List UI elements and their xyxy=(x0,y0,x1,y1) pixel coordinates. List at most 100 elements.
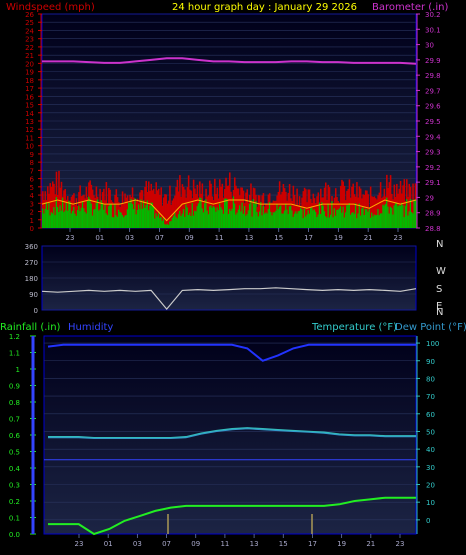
wind-average-bar xyxy=(154,218,156,228)
wind-gust-bar xyxy=(111,202,114,228)
barometer-axis: 28.8 28.9 29 29.1 29.2 29.3 29.4 29.5 29.6 29.7 29… xyxy=(416,11,441,233)
compass-label: S xyxy=(436,284,442,295)
temperature-tick-label: 10 xyxy=(426,499,435,507)
windspeed-tick-label: 11 xyxy=(25,134,34,142)
wind-average-bar xyxy=(119,211,121,228)
wind-average-bar xyxy=(273,212,276,228)
wind-average-bar xyxy=(332,217,335,228)
wind-average-bar xyxy=(169,221,171,228)
wind-average-bar xyxy=(251,216,253,228)
wind-average-bar xyxy=(200,197,202,228)
windspeed-tick-label: 7 xyxy=(30,167,34,175)
wind-average-bar xyxy=(128,202,130,228)
wind-average-bar xyxy=(322,205,325,228)
wind-gust-bar xyxy=(180,196,182,228)
wind-average-bar xyxy=(406,199,408,228)
wind-average-bar xyxy=(404,205,407,228)
wind-gust-bar xyxy=(209,180,211,228)
wind-average-bar xyxy=(220,207,222,228)
barometer-tick-label: 29.5 xyxy=(425,118,441,126)
windspeed-tick-label: 12 xyxy=(25,126,34,134)
time-tick-label: 23 xyxy=(75,540,84,548)
wind-average-bar xyxy=(321,202,323,228)
wind-average-bar xyxy=(306,214,308,228)
windspeed-tick-label: 9 xyxy=(30,151,34,159)
wind-average-bar xyxy=(159,218,161,228)
temperature-legend: Temperature (°F) xyxy=(311,322,397,333)
wind-average-bar xyxy=(411,212,413,228)
wind-gust-bar xyxy=(145,180,148,228)
wind-gust-bar xyxy=(240,187,242,228)
windspeed-tick-label: 23 xyxy=(25,36,34,44)
wind-average-bar xyxy=(384,204,387,228)
wind-average-bar xyxy=(238,205,241,228)
wind-average-bar xyxy=(43,213,45,228)
windspeed-tick-label: 17 xyxy=(25,85,34,93)
wind-average-bar xyxy=(240,211,242,228)
wind-gust-bar xyxy=(359,188,362,228)
barometer-tick-label: 29.9 xyxy=(425,57,441,65)
wind-average-bar xyxy=(328,217,331,228)
rainfall-line xyxy=(48,496,416,536)
wind-average-bar xyxy=(185,204,187,228)
barometer-axis-title: Barometer (.in) xyxy=(372,2,448,13)
wind-gust-bar xyxy=(91,189,94,228)
wind-average-bar xyxy=(282,213,285,228)
windspeed-tick-label: 26 xyxy=(25,11,34,19)
wind-average-bar xyxy=(354,203,357,228)
wind-gust-bar xyxy=(353,194,356,228)
wind-gust-bar xyxy=(292,185,295,228)
windspeed-tick-label: 24 xyxy=(25,27,34,35)
wind-average-bar xyxy=(137,204,140,228)
windspeed-tick-label: 5 xyxy=(30,184,34,192)
rainfall-tick-label: 0.8 xyxy=(9,399,20,407)
windspeed-tick-label: 16 xyxy=(25,93,34,101)
wind-average-bar xyxy=(121,215,124,228)
compass-label: N xyxy=(436,239,443,250)
windspeed-tick-label: 22 xyxy=(25,44,34,52)
wind-direction-grid xyxy=(42,245,416,311)
wind-average-bar xyxy=(189,212,191,228)
wind-average-bar xyxy=(174,212,176,228)
humidity-legend: Humidity xyxy=(68,322,113,333)
wind-average-bar xyxy=(164,224,166,228)
wind-average-bar xyxy=(58,212,60,228)
wind-average-bar xyxy=(129,202,131,228)
wind-average-bar xyxy=(124,215,126,228)
wind-gust-bar xyxy=(182,186,185,228)
wind-average-bar xyxy=(222,213,225,228)
wind-average-bar xyxy=(403,217,406,228)
wind-average-bar xyxy=(333,208,336,228)
wind-average-bar xyxy=(90,203,93,228)
wind-average-bar xyxy=(94,209,96,228)
wind-gust-bar xyxy=(176,179,179,228)
wind-average-bar xyxy=(383,205,386,228)
wind-average-bar xyxy=(366,209,368,228)
wind-gust-bar xyxy=(105,182,108,228)
wind-average-bar xyxy=(110,204,113,228)
wind-gust-bar xyxy=(412,183,414,228)
wind-gust-bar xyxy=(288,184,291,228)
rain-humidity-temperature-series xyxy=(47,343,416,536)
wind-average-bar xyxy=(287,214,290,228)
direction-tick-label: 270 xyxy=(25,259,38,267)
wind-barometer-series xyxy=(41,57,417,228)
windspeed-tick-label: 0 xyxy=(30,225,34,233)
wind-average-bar xyxy=(362,207,364,228)
wind-average-bar xyxy=(45,202,48,228)
time-tick-label: 13 xyxy=(244,234,253,242)
wind-gust-bar xyxy=(50,186,53,228)
wind-average-bar xyxy=(281,213,283,228)
wind-average-bar xyxy=(407,215,409,228)
wind-gust-bar xyxy=(162,197,165,228)
wind-average-bar xyxy=(257,216,260,228)
wind-average-bar xyxy=(139,209,141,228)
wind-average-bar xyxy=(182,209,185,228)
wind-gust-bar xyxy=(215,194,217,228)
temperature-tick-label: 60 xyxy=(426,411,435,419)
wind-average-bar xyxy=(89,198,91,228)
wind-average-bar xyxy=(245,215,247,228)
wind-gust-bar xyxy=(302,191,305,228)
wind-average-bar xyxy=(300,207,302,228)
